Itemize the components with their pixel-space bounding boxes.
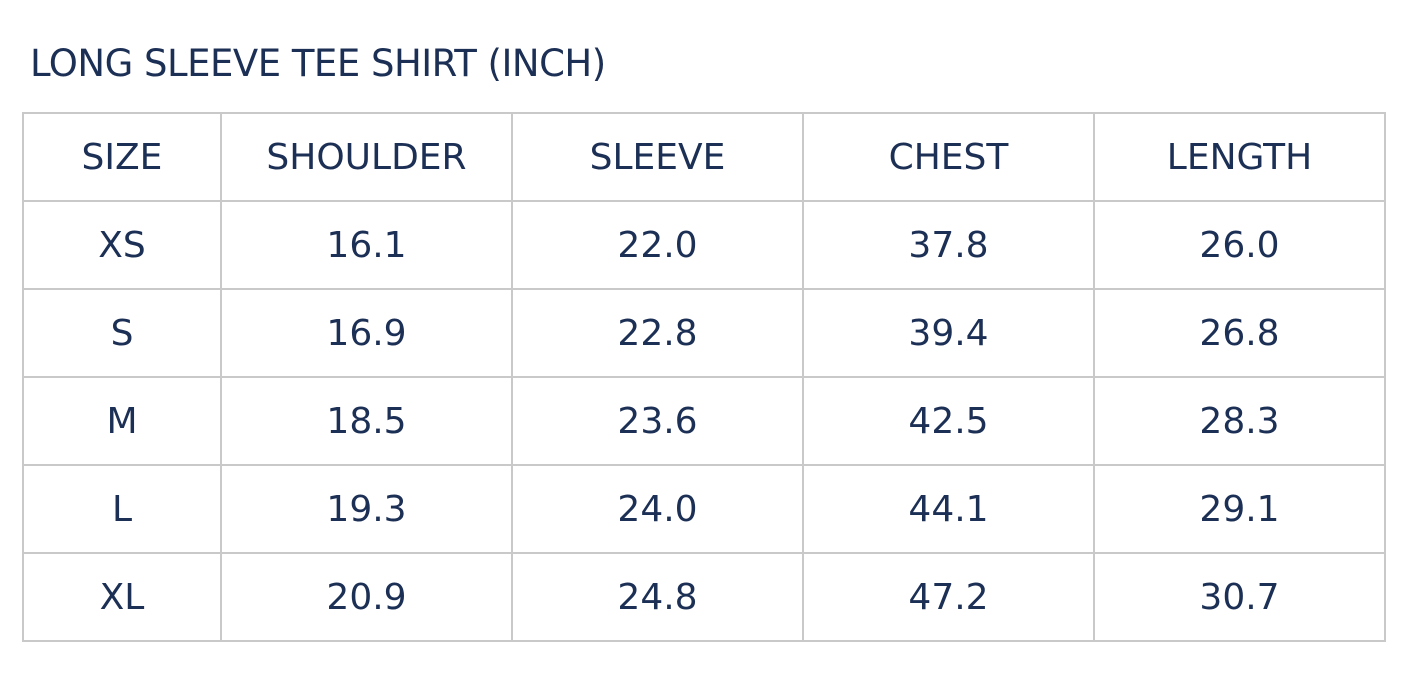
table-cell: 28.3: [1093, 376, 1386, 466]
table-cell: 30.7: [1093, 552, 1386, 642]
table-cell: 19.3: [220, 464, 513, 554]
table-cell: 29.1: [1093, 464, 1386, 554]
table-cell: S: [22, 288, 222, 378]
table-row: XS 16.1 22.0 37.8 26.0: [22, 200, 1386, 290]
table-cell: 16.1: [220, 200, 513, 290]
column-header-shoulder: SHOULDER: [220, 112, 513, 202]
table-cell: L: [22, 464, 222, 554]
table-cell: 44.1: [802, 464, 1095, 554]
column-header-size: SIZE: [22, 112, 222, 202]
table-row: M 18.5 23.6 42.5 28.3: [22, 376, 1386, 466]
table-cell: 22.0: [511, 200, 804, 290]
table-cell: 24.8: [511, 552, 804, 642]
column-header-chest: CHEST: [802, 112, 1095, 202]
header-row: SIZE SHOULDER SLEEVE CHEST LENGTH: [22, 112, 1386, 202]
table-cell: 39.4: [802, 288, 1095, 378]
table-cell: 42.5: [802, 376, 1095, 466]
table-cell: M: [22, 376, 222, 466]
table-cell: 26.8: [1093, 288, 1386, 378]
table-row: L 19.3 24.0 44.1 29.1: [22, 464, 1386, 554]
table-cell: 22.8: [511, 288, 804, 378]
table-cell: 23.6: [511, 376, 804, 466]
table-cell: 16.9: [220, 288, 513, 378]
table-cell: 47.2: [802, 552, 1095, 642]
table-cell: XS: [22, 200, 222, 290]
table-row: XL 20.9 24.8 47.2 30.7: [22, 552, 1386, 642]
table-row: S 16.9 22.8 39.4 26.8: [22, 288, 1386, 378]
table-cell: 37.8: [802, 200, 1095, 290]
page-title: LONG SLEEVE TEE SHIRT (INCH): [30, 42, 606, 85]
table-cell: 18.5: [220, 376, 513, 466]
table-cell: 20.9: [220, 552, 513, 642]
size-chart-table: SIZE SHOULDER SLEEVE CHEST LENGTH XS 16.1 22.0…: [22, 112, 1386, 642]
table-cell: 24.0: [511, 464, 804, 554]
table-cell: XL: [22, 552, 222, 642]
column-header-length: LENGTH: [1093, 112, 1386, 202]
column-header-sleeve: SLEEVE: [511, 112, 804, 202]
table-cell: 26.0: [1093, 200, 1386, 290]
